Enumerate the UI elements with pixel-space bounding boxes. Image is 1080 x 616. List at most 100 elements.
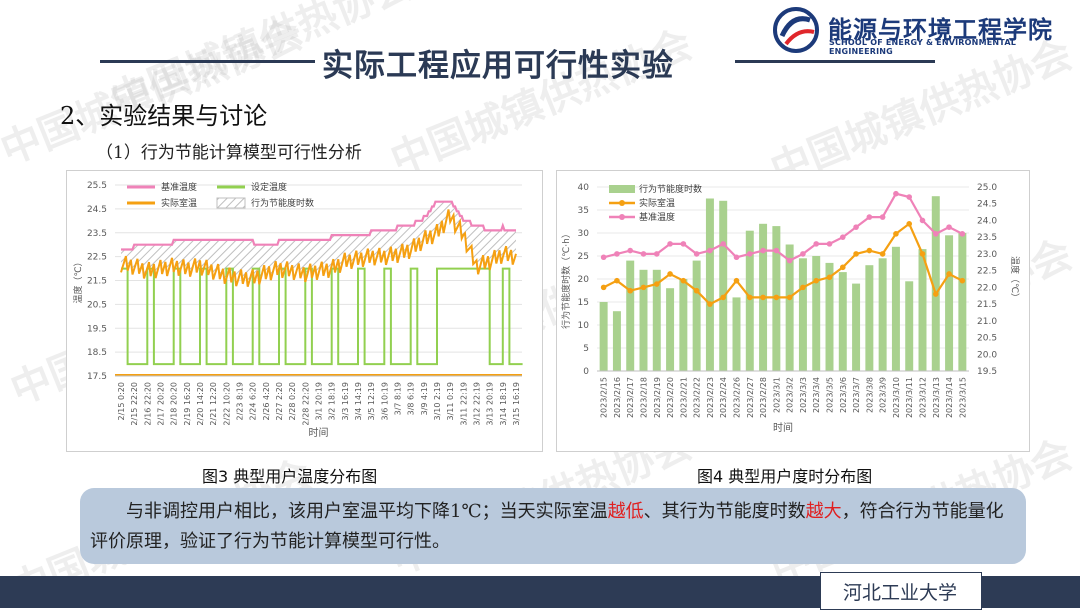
data-point: [826, 241, 833, 247]
bar: [905, 281, 914, 371]
y-tick-label: 25.5: [87, 181, 107, 191]
x-tick-label: 2023/3/5: [826, 377, 835, 413]
bar: [852, 283, 861, 371]
bar: [958, 233, 967, 371]
bar: [785, 244, 794, 371]
bar: [732, 297, 741, 371]
x-tick-label: 3/10 2:19: [433, 382, 442, 420]
x-tick-label: 2023/3/2: [786, 377, 795, 413]
section-title: 2、实验结果与讨论: [60, 102, 268, 130]
x-tick-label: 3/2 18:19: [328, 382, 337, 420]
y-tick-label: 24.5: [87, 205, 107, 215]
data-point: [932, 291, 939, 297]
x-tick-label: 2023/2/27: [746, 377, 755, 418]
bar: [612, 311, 621, 371]
y-tick-label: 0: [583, 367, 589, 377]
y2-tick-label: 19.5: [977, 367, 997, 377]
x-tick-label: 2/24 6:20: [249, 382, 258, 420]
chart1-caption: 图3 典型用户温度分布图: [202, 467, 378, 486]
x-tick-label: 3/7 8:19: [394, 382, 403, 415]
x-tick-label: 2023/3/9: [879, 377, 888, 413]
data-point: [653, 281, 660, 287]
bar: [666, 288, 675, 371]
data-point: [893, 231, 899, 237]
data-point: [839, 264, 846, 271]
chart2-svg: 0 5 10 15 20 25 30 35 40 19.5 20.0 20.5 21.0 21.5 22.0…: [560, 183, 1021, 434]
x-tick-label: 2023/3/6: [839, 377, 848, 413]
x-tick-label: 2/28 0:20: [288, 382, 297, 420]
legend-label: 实际室温: [161, 197, 197, 209]
x-tick-label: 2023/2/28: [759, 377, 768, 418]
data-point: [773, 247, 780, 254]
y-tick-label: 40: [578, 183, 590, 193]
data-point: [813, 241, 820, 247]
chart-temperature-distribution: 17.5 18.5 19.5 20.5 21.5 22.5 23.5 24.5 25.5 2/15…: [66, 170, 543, 452]
data-point: [667, 241, 673, 247]
data-point: [946, 271, 952, 277]
data-point: [906, 194, 913, 200]
legend-label: 基准温度: [161, 181, 197, 193]
legend-marker: [619, 214, 625, 220]
footer-university-name: 河北工业大学: [842, 582, 957, 604]
y2-tick-label: 20.0: [977, 350, 997, 360]
x-tick-label: 2/26 4:20: [262, 382, 271, 420]
x-tick-label: 2023/3/15: [958, 377, 967, 418]
data-point: [653, 251, 660, 257]
data-point: [667, 271, 673, 277]
x-tick-label: 3/11 0:19: [446, 382, 455, 420]
chart1-svg: 17.5 18.5 19.5 20.5 21.5 22.5 23.5 24.5 25.5 2/15…: [72, 181, 523, 439]
data-point: [733, 254, 740, 261]
x-tick-label: 3/1 20:19: [315, 382, 324, 420]
data-point: [614, 251, 620, 257]
data-point: [707, 301, 713, 307]
x-axis-title: 时间: [309, 426, 329, 439]
data-point: [919, 251, 926, 257]
page-title: 实际工程应用可行性实验: [322, 48, 674, 84]
conclusion-text: 与非调控用户相比，该用户室温平均下降1℃；当天实际室温越低、其行为节能度时数越大…: [90, 497, 1020, 557]
x-tick-label: 3/5 12:19: [367, 382, 376, 420]
title-rule-right: [735, 60, 935, 63]
data-point: [760, 247, 766, 254]
y2-tick-label: 20.5: [977, 334, 997, 344]
y2-tick-label: 24.0: [977, 216, 997, 226]
x-tick-label: 3/14 18:19: [499, 382, 508, 426]
bar: [812, 256, 821, 371]
x-tick-label: 3/12 22:19: [473, 382, 482, 426]
conclusion-part-3: ，符合行为节能量化评价原理，验证了行为节能计算模型可行性。: [90, 501, 1004, 552]
y2-tick-label: 21.5: [977, 300, 997, 310]
bar: [652, 269, 661, 371]
y-tick-label: 23.5: [87, 229, 107, 239]
x-tick-label: 2/18 20:20: [170, 382, 179, 426]
y-tick-label: 18.5: [87, 348, 107, 358]
data-point: [760, 294, 766, 301]
data-point: [773, 294, 780, 301]
x-tick-label: 2023/2/23: [706, 377, 715, 418]
legend-label: 基准温度: [639, 211, 675, 223]
data-point: [919, 217, 926, 224]
x-tick-label: 2023/2/22: [693, 377, 702, 418]
x-axis-title: 时间: [773, 421, 793, 434]
x-tick-label: 2/22 10:20: [222, 382, 231, 426]
x-tick-label: 3/3 16:19: [341, 382, 350, 420]
x-tick-label: 2/27 2:20: [275, 382, 284, 420]
energy-saving-area: [121, 201, 516, 287]
bar: [878, 258, 887, 371]
data-point: [600, 254, 607, 261]
x-tick-label: 2/15 22:20: [130, 382, 139, 426]
y-axis-title: 行为节能度时数（℃·h）: [560, 229, 572, 329]
data-point: [813, 277, 820, 284]
legend-swatch: [609, 185, 635, 193]
data-point: [932, 231, 939, 237]
bar: [838, 272, 847, 371]
x-tick-label: 2/15 0:20: [117, 382, 126, 420]
x-tick-label: 3/8 6:19: [407, 382, 416, 415]
data-point: [879, 251, 886, 257]
data-point: [879, 214, 886, 220]
chart-degree-hours: 0 5 10 15 20 25 30 35 40 19.5 20.0 20.5 21.0 21.5 22.0…: [556, 170, 1030, 452]
data-point: [786, 294, 793, 301]
conclusion-part-2: 、其行为节能度时数: [643, 501, 806, 522]
y-tick-label: 15: [578, 298, 589, 308]
title-rule-left: [100, 60, 315, 63]
conclusion-box: 与非调控用户相比，该用户室温平均下降1℃；当天实际室温越低、其行为节能度时数越大…: [80, 488, 1026, 564]
legend-marker: [619, 200, 625, 206]
